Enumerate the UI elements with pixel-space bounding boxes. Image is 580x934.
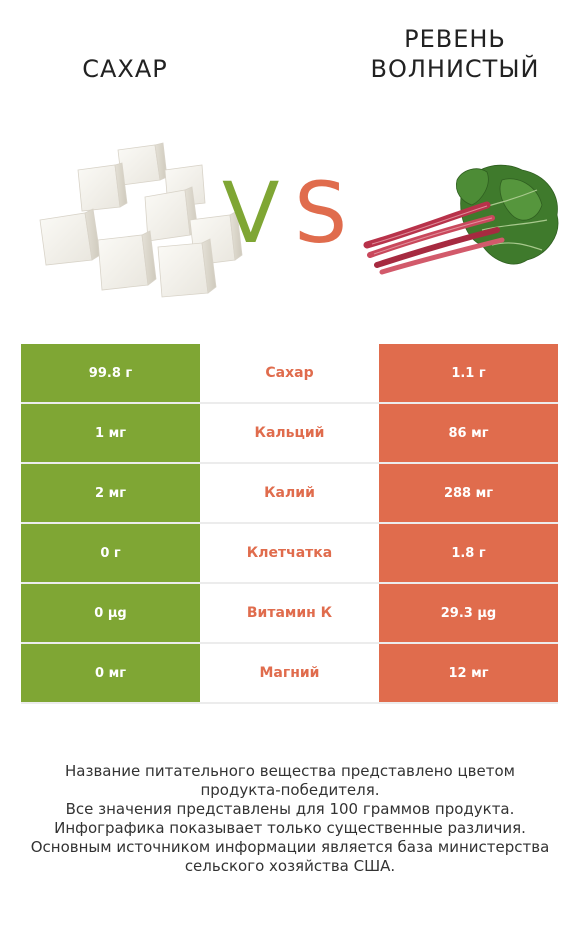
right-value: 12 мг — [379, 644, 558, 702]
table-row: 99.8 г Сахар 1.1 г — [21, 344, 558, 404]
row-divider — [21, 402, 558, 404]
table-row: 0 мг Магний 12 мг — [21, 644, 558, 704]
left-value: 0 мг — [21, 644, 200, 702]
right-product-title-line2: ВОЛНИСТЫЙ — [370, 55, 540, 83]
row-divider — [21, 462, 558, 464]
left-value: 2 мг — [21, 464, 200, 522]
vs-s-letter: S — [294, 164, 348, 262]
footer-line: Инфографика показывает только существенн… — [54, 819, 526, 837]
vs-label: V S — [222, 164, 362, 265]
right-value: 1.8 г — [379, 524, 558, 582]
right-product-title-line1: РЕВЕНЬ — [404, 25, 506, 53]
vs-v-letter: V — [222, 164, 280, 262]
right-value: 288 мг — [379, 464, 558, 522]
nutrient-label: Клетчатка — [200, 524, 379, 582]
footer-line: продукта-победителя. — [200, 781, 380, 799]
table-row: 0 г Клетчатка 1.8 г — [21, 524, 558, 584]
table-row: 1 мг Кальций 86 мг — [21, 404, 558, 464]
nutrient-label: Сахар — [200, 344, 379, 402]
row-divider — [21, 702, 558, 704]
footer-line: Все значения представлены для 100 граммо… — [65, 800, 515, 818]
left-product-title: САХАР — [82, 55, 168, 83]
comparison-table: 99.8 г Сахар 1.1 г 1 мг Кальций 86 мг 2 … — [21, 344, 558, 704]
nutrient-label: Кальций — [200, 404, 379, 462]
left-value: 1 мг — [21, 404, 200, 462]
row-divider — [21, 522, 558, 524]
nutrient-label: Магний — [200, 644, 379, 702]
right-product-title: РЕВЕНЬ ВОЛНИСТЫЙ — [335, 24, 575, 84]
table-row: 0 µg Витамин К 29.3 µg — [21, 584, 558, 644]
left-value: 0 µg — [21, 584, 200, 642]
right-value: 29.3 µg — [379, 584, 558, 642]
footer-line: сельского хозяйства США. — [184, 857, 396, 875]
footer-line: Основным источником информации является … — [30, 838, 550, 856]
sugar-cubes-image — [39, 142, 243, 298]
row-divider — [21, 642, 558, 644]
right-value: 86 мг — [379, 404, 558, 462]
right-value: 1.1 г — [379, 344, 558, 402]
footer-line: Название питательного вещества представл… — [65, 762, 515, 780]
table-row: 2 мг Калий 288 мг — [21, 464, 558, 524]
row-divider — [21, 582, 558, 584]
rhubarb-image — [363, 164, 559, 275]
nutrient-label: Калий — [200, 464, 379, 522]
footer-notes: Название питательного вещества представл… — [20, 762, 560, 876]
left-value: 99.8 г — [21, 344, 200, 402]
left-value: 0 г — [21, 524, 200, 582]
nutrient-label: Витамин К — [200, 584, 379, 642]
